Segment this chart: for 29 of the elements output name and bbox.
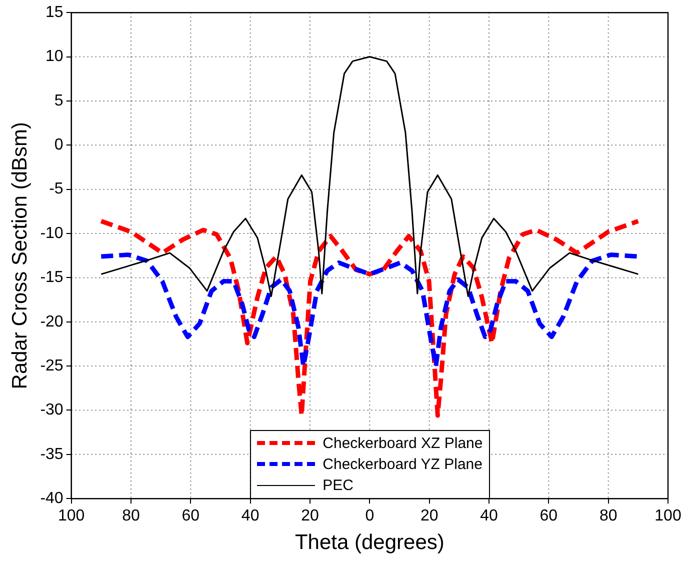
y-tick-label: 0: [54, 136, 64, 154]
y-axis-title: Radar Cross Section (dBsm): [8, 122, 32, 390]
y-tick-label: -5: [49, 180, 64, 198]
y-tick-label: -40: [40, 490, 64, 508]
x-tick-label: 80: [599, 508, 618, 525]
x-tick-label: 60: [540, 508, 558, 525]
x-tick-label: 40: [480, 508, 498, 525]
x-tick-label: 100: [58, 508, 85, 525]
y-tick-label: -15: [40, 269, 64, 286]
y-tick-label: 5: [54, 92, 64, 110]
x-tick-label: 80: [122, 508, 140, 525]
y-tick-label: 10: [46, 48, 64, 66]
y-tick-label: -30: [40, 402, 64, 419]
legend-label: Checkerboard YZ Plane: [322, 456, 482, 473]
x-tick-label: 100: [654, 508, 682, 525]
y-tick-label: -25: [40, 357, 64, 374]
x-tick-label: 0: [365, 508, 374, 525]
x-tick-label: 60: [182, 508, 200, 525]
y-tick-label: -10: [40, 224, 64, 242]
y-tick-label: 15: [46, 4, 64, 22]
x-tick-label: 40: [241, 508, 260, 525]
x-tick-label: 20: [301, 508, 319, 525]
line-series: [98, 218, 640, 418]
legend-label: Checkerboard XZ Plane: [322, 434, 483, 452]
legend-label: PEC: [322, 476, 354, 494]
x-axis-title: Theta (degrees): [294, 531, 444, 554]
x-tick-label: 20: [420, 508, 438, 525]
y-tick-label: -20: [40, 313, 64, 330]
y-tick-label: -35: [40, 446, 64, 463]
